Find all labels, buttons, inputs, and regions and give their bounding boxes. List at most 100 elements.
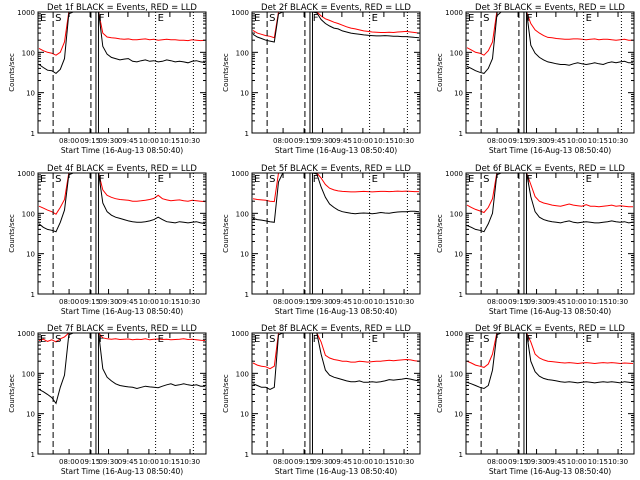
y-tick-label: 100 — [22, 370, 35, 378]
x-tick-label: 09:15 — [508, 458, 528, 466]
panel-title: Det 1f BLACK = Events, RED = LLD — [47, 3, 197, 13]
marker-label: E — [254, 334, 260, 345]
marker-label: E — [372, 13, 378, 24]
marker-label: S — [55, 334, 61, 345]
marker-label: E — [158, 174, 164, 185]
series-line-events — [466, 172, 634, 233]
series-line-events — [252, 332, 420, 390]
x-tick-label: 09:30 — [98, 458, 118, 466]
panel-title: Det 4f BLACK = Events, RED = LLD — [47, 164, 197, 174]
y-tick-label: 1 — [459, 130, 463, 138]
x-tick-label: 09:45 — [546, 137, 566, 145]
y-axis-label: Counts/sec — [436, 53, 444, 92]
marker-label: F — [313, 174, 319, 185]
series-line-lld — [466, 11, 633, 56]
y-tick-label: 10 — [454, 251, 463, 259]
x-tick-label: 09:15 — [508, 298, 528, 306]
y-tick-label: 1000 — [231, 170, 249, 178]
y-tick-label: 100 — [450, 370, 463, 378]
series-line-lld — [466, 172, 633, 214]
y-tick-label: 1000 — [445, 330, 463, 338]
x-axis-label: Start Time (16-Aug-13 08:50:40) — [275, 467, 397, 476]
marker-label: E — [40, 334, 46, 345]
y-tick-label: 100 — [22, 49, 35, 57]
y-tick-label: 1 — [31, 451, 35, 459]
y-tick-label: 1000 — [17, 9, 35, 17]
y-axis-label: Counts/sec — [8, 53, 16, 92]
x-tick-label: 09:15 — [294, 137, 314, 145]
x-tick-label: 10:00 — [353, 458, 373, 466]
x-tick-label: 08:00 — [487, 458, 507, 466]
x-tick-label: 10:30 — [608, 298, 628, 306]
y-tick-label: 1 — [459, 451, 463, 459]
marker-label: E — [468, 13, 474, 24]
marker-label: S — [269, 174, 275, 185]
marker-label: S — [269, 13, 275, 24]
series-line-events — [466, 332, 634, 390]
marker-label: E — [40, 174, 46, 185]
x-tick-label: 09:30 — [312, 458, 332, 466]
x-tick-label: 09:30 — [526, 137, 546, 145]
x-tick-label: 09:15 — [80, 458, 100, 466]
x-tick-label: 09:30 — [98, 137, 118, 145]
x-tick-label: 09:15 — [294, 458, 314, 466]
x-tick-label: 10:15 — [588, 137, 608, 145]
marker-label: F — [313, 13, 319, 24]
plot-frame — [37, 11, 207, 134]
series-line-events — [466, 11, 633, 74]
marker-label: E — [586, 13, 592, 24]
y-tick-label: 100 — [236, 370, 249, 378]
x-axis-label: Start Time (16-Aug-13 08:50:40) — [489, 467, 611, 476]
marker-label: E — [158, 334, 164, 345]
y-axis-label: Counts/sec — [222, 53, 230, 92]
marker-label: E — [372, 334, 378, 345]
x-tick-label: 09:15 — [294, 298, 314, 306]
marker-label: E — [586, 174, 592, 185]
marker-label: F — [313, 334, 319, 345]
y-tick-label: 1000 — [17, 330, 35, 338]
x-tick-label: 10:00 — [139, 137, 159, 145]
y-tick-label: 1 — [245, 451, 249, 459]
x-tick-label: 10:30 — [394, 137, 414, 145]
x-tick-label: 10:15 — [374, 458, 394, 466]
x-tick-label: 09:45 — [118, 137, 138, 145]
plot-frame — [251, 172, 421, 295]
y-tick-label: 1 — [31, 291, 35, 299]
y-tick-label: 10 — [26, 90, 35, 98]
y-tick-label: 10 — [240, 90, 249, 98]
marker-label: S — [483, 174, 489, 185]
x-tick-label: 08:00 — [59, 298, 79, 306]
y-tick-label: 100 — [236, 49, 249, 57]
marker-label: E — [468, 174, 474, 185]
marker-label: F — [99, 334, 105, 345]
marker-label: S — [55, 174, 61, 185]
y-axis-label: Counts/sec — [222, 214, 230, 253]
marker-label: F — [527, 174, 533, 185]
y-tick-label: 100 — [236, 210, 249, 218]
panel-title: Det 6f BLACK = Events, RED = LLD — [475, 164, 625, 174]
y-tick-label: 100 — [22, 210, 35, 218]
x-tick-label: 08:00 — [273, 458, 293, 466]
marker-label: E — [254, 174, 260, 185]
x-tick-label: 09:45 — [546, 298, 566, 306]
x-tick-label: 09:30 — [312, 137, 332, 145]
x-axis-label: Start Time (16-Aug-13 08:50:40) — [489, 307, 611, 316]
plot-frame — [251, 332, 421, 455]
marker-label: S — [55, 13, 61, 24]
marker-label: F — [99, 174, 105, 185]
y-tick-label: 1000 — [17, 170, 35, 178]
x-tick-label: 09:45 — [118, 298, 138, 306]
x-axis-label: Start Time (16-Aug-13 08:50:40) — [275, 307, 397, 316]
y-tick-label: 100 — [450, 49, 463, 57]
x-tick-label: 10:15 — [160, 137, 180, 145]
y-tick-label: 1 — [245, 291, 249, 299]
y-tick-label: 10 — [454, 90, 463, 98]
x-tick-label: 10:15 — [160, 298, 180, 306]
y-tick-label: 10 — [26, 411, 35, 419]
panel-title: Det 3f BLACK = Events, RED = LLD — [475, 3, 625, 13]
